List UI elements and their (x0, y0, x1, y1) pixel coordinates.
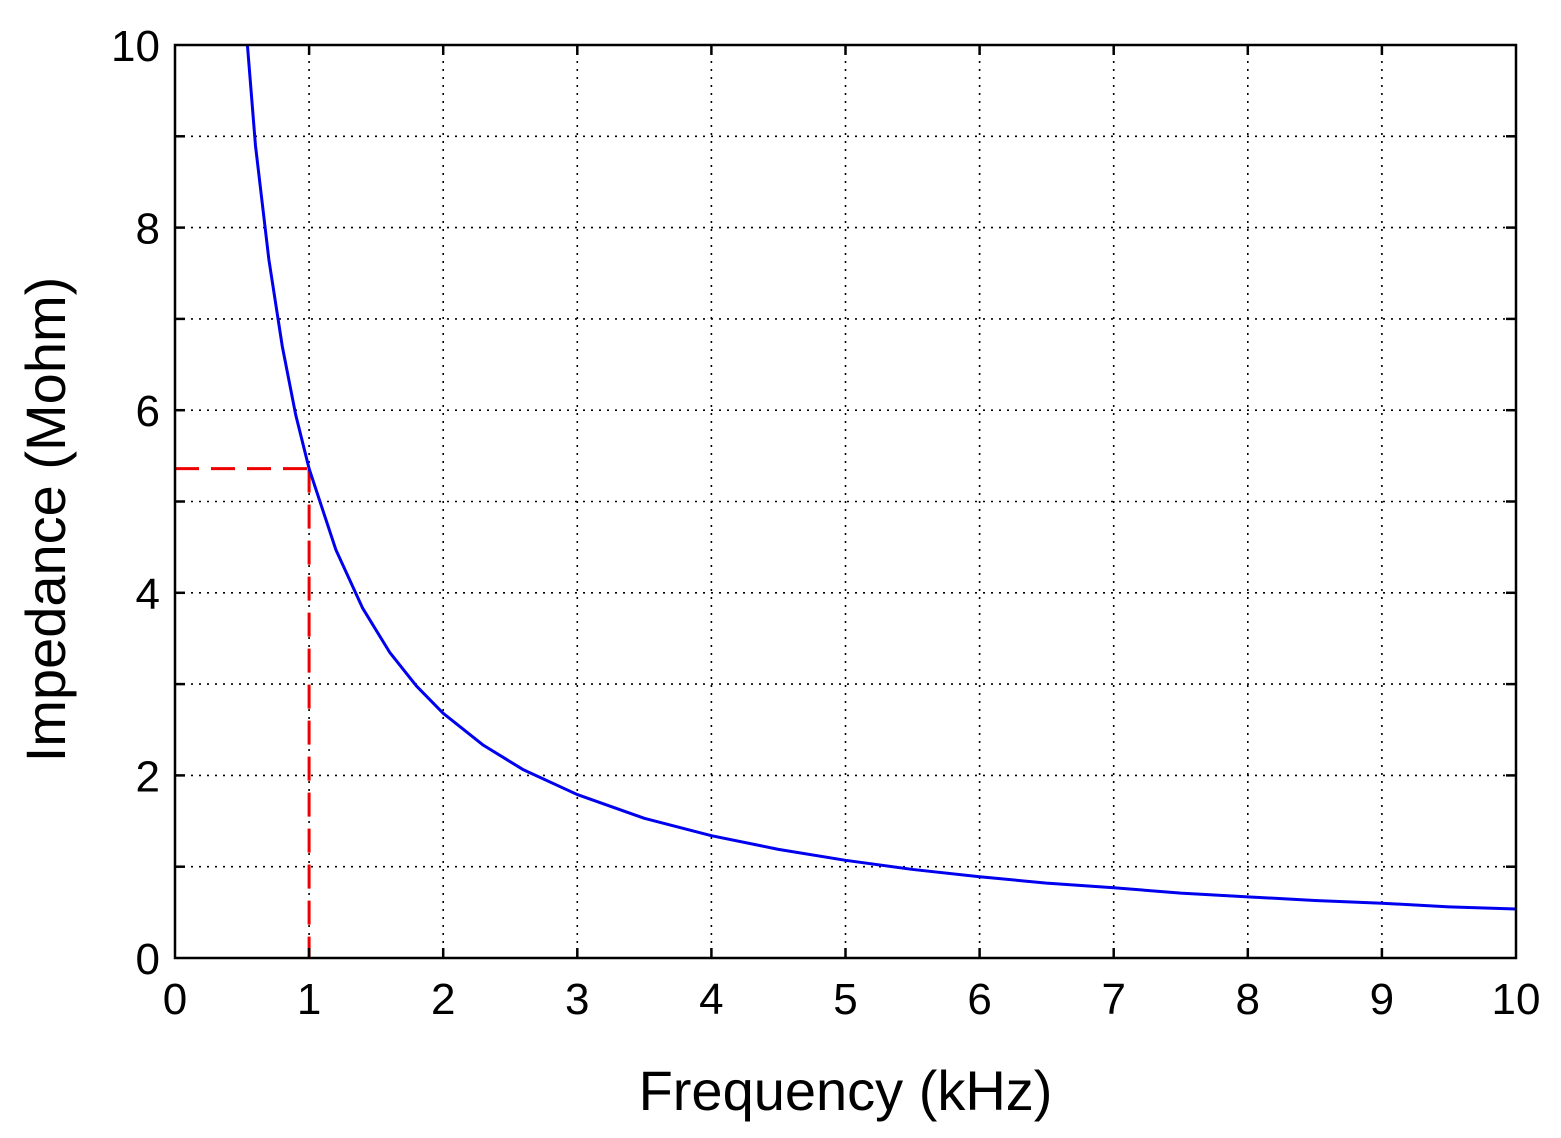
y-tick-label: 2 (136, 752, 160, 801)
x-tick-label: 10 (1492, 975, 1541, 1024)
x-tick-label: 0 (163, 975, 187, 1024)
y-tick-label: 6 (136, 387, 160, 436)
ticks (175, 45, 1516, 958)
series-layer (245, 44, 1517, 911)
x-tick-label: 3 (565, 975, 589, 1024)
guide-lines (175, 467, 311, 958)
x-tick-label: 6 (967, 975, 991, 1024)
grid (175, 45, 1516, 958)
tick-labels: 0 1 2 3 4 5 6 7 8 9 10 0 2 4 6 8 10 (111, 22, 1540, 1024)
x-tick-label: 2 (431, 975, 455, 1024)
x-tick-label: 8 (1236, 975, 1260, 1024)
y-tick-label: 4 (136, 570, 160, 619)
x-tick-label: 7 (1101, 975, 1125, 1024)
x-tick-label: 1 (297, 975, 321, 1024)
y-tick-label: 0 (136, 935, 160, 984)
x-tick-label: 5 (833, 975, 857, 1024)
impedance-curve (245, 44, 1517, 911)
x-tick-label: 4 (699, 975, 723, 1024)
y-tick-label: 8 (136, 205, 160, 254)
x-tick-label: 9 (1370, 975, 1394, 1024)
x-axis-label: Frequency (kHz) (639, 1059, 1053, 1122)
y-axis-label: Impedance (Mohm) (14, 277, 77, 763)
y-tick-label: 10 (111, 22, 160, 71)
